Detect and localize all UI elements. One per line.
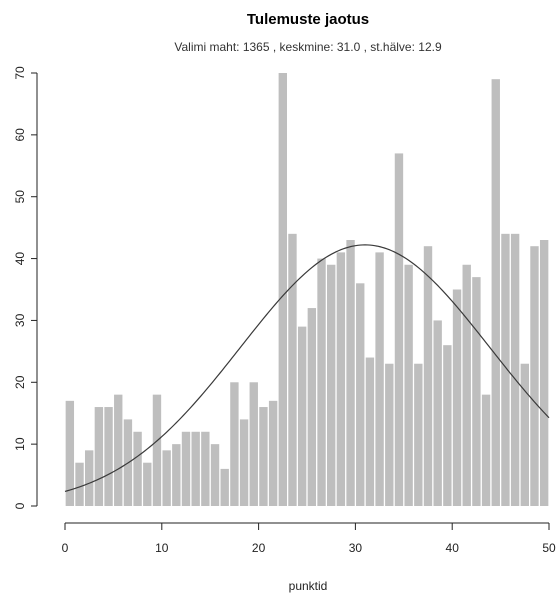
histogram-bar [210,444,220,506]
normal-density-curve [64,244,550,493]
histogram-bar [327,264,336,506]
histogram-bar [404,264,413,506]
y-tick-label: 0 [13,502,27,509]
y-tick-label: 40 [13,252,27,266]
x-axis: 0 10 20 30 40 50 [62,522,556,555]
histogram-bar [162,450,171,506]
histogram-bar [433,320,442,506]
y-tick-label: 20 [13,375,27,389]
x-tick-label: 50 [542,541,556,555]
x-axis-label: punktid [289,579,328,593]
x-tick-label: 30 [349,541,363,555]
histogram-bar [491,79,500,506]
histogram-bar [143,462,152,506]
histogram-bar [191,431,200,506]
histogram-bar [65,400,75,506]
x-tick-label: 0 [62,541,69,555]
y-axis: 0 10 20 30 40 50 60 70 [13,66,38,509]
histogram-bar [336,252,346,506]
histogram-bar [172,444,181,506]
histogram-bar [443,345,452,506]
histogram-bar [414,363,423,506]
histogram-bar [375,252,384,506]
histogram-bar [133,431,142,506]
histogram-bar [365,357,375,506]
y-tick-label: 70 [13,66,27,80]
histogram-bar [356,283,365,506]
histogram-bar [510,233,520,507]
histogram-bar [385,363,394,506]
histogram-bar [114,394,123,506]
histogram-bar [472,277,481,506]
x-tick-label: 10 [155,541,169,555]
histogram-bar [501,233,510,507]
y-tick-label: 60 [13,128,27,142]
x-tick-label: 40 [446,541,460,555]
histogram-bar [181,431,191,506]
histogram-bar [452,289,462,506]
histogram-bar [230,382,239,506]
histogram-bar [104,407,113,506]
histogram-bar [201,431,210,506]
bars-group [65,73,549,507]
chart-subtitle: Valimi maht: 1365 , keskmine: 31.0 , st.… [174,40,442,54]
histogram-bar [85,450,94,506]
chart-title: Tulemuste jaotus [247,11,369,28]
histogram-bar [317,258,326,506]
histogram-bar [249,382,258,506]
histogram-bar [220,468,229,506]
histogram-bar [520,363,529,506]
histogram-bar [530,246,539,506]
histogram-bar [278,73,287,506]
histogram-bar [94,407,104,506]
y-tick-label: 50 [13,190,27,204]
histogram-bar [462,264,471,506]
histogram-bar [239,419,249,506]
x-tick-label: 20 [252,541,266,555]
histogram-bar [481,394,491,506]
histogram-bar [297,326,307,506]
y-tick-label: 30 [13,313,27,327]
histogram-bar [346,240,355,506]
histogram-bar [423,246,433,506]
histogram-bar [307,308,317,506]
y-tick-label: 10 [13,437,27,451]
histogram-bar [288,233,297,507]
histogram-bar [394,153,404,506]
histogram-bar [539,240,549,506]
histogram-bar [259,407,268,506]
histogram-bar [268,400,278,506]
histogram-bar [75,462,84,506]
histogram-bar [152,394,162,506]
